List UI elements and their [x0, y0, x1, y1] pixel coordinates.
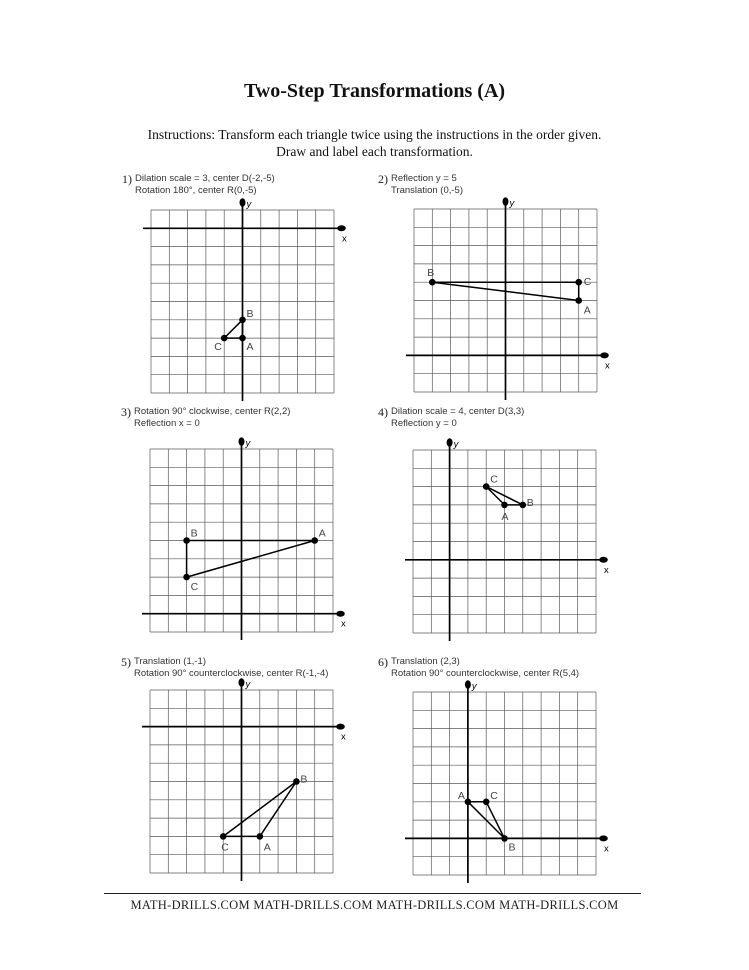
svg-text:B: B — [527, 497, 534, 509]
svg-text:y: y — [246, 199, 253, 210]
svg-text:y: y — [245, 438, 252, 449]
svg-text:C: C — [490, 474, 498, 486]
svg-text:y: y — [509, 198, 516, 209]
svg-text:A: A — [584, 305, 591, 317]
svg-text:x: x — [605, 360, 610, 371]
svg-text:x: x — [341, 732, 346, 743]
svg-text:y: y — [453, 439, 460, 450]
svg-text:B: B — [509, 841, 516, 853]
svg-text:y: y — [471, 681, 478, 692]
svg-text:C: C — [584, 276, 592, 288]
svg-text:x: x — [604, 843, 609, 854]
svg-text:A: A — [247, 341, 254, 353]
svg-text:y: y — [245, 679, 252, 690]
svg-text:x: x — [341, 619, 346, 630]
svg-text:B: B — [191, 528, 198, 540]
svg-text:B: B — [300, 774, 307, 786]
svg-text:x: x — [342, 233, 347, 244]
svg-text:C: C — [214, 341, 222, 353]
svg-text:C: C — [221, 841, 229, 853]
svg-text:B: B — [427, 267, 434, 279]
svg-text:x: x — [604, 565, 609, 576]
svg-text:C: C — [191, 581, 199, 593]
svg-text:A: A — [264, 841, 271, 853]
svg-text:A: A — [319, 528, 326, 540]
svg-text:B: B — [247, 308, 254, 320]
svg-text:A: A — [458, 790, 465, 802]
svg-text:A: A — [502, 511, 509, 523]
svg-text:C: C — [490, 790, 498, 802]
